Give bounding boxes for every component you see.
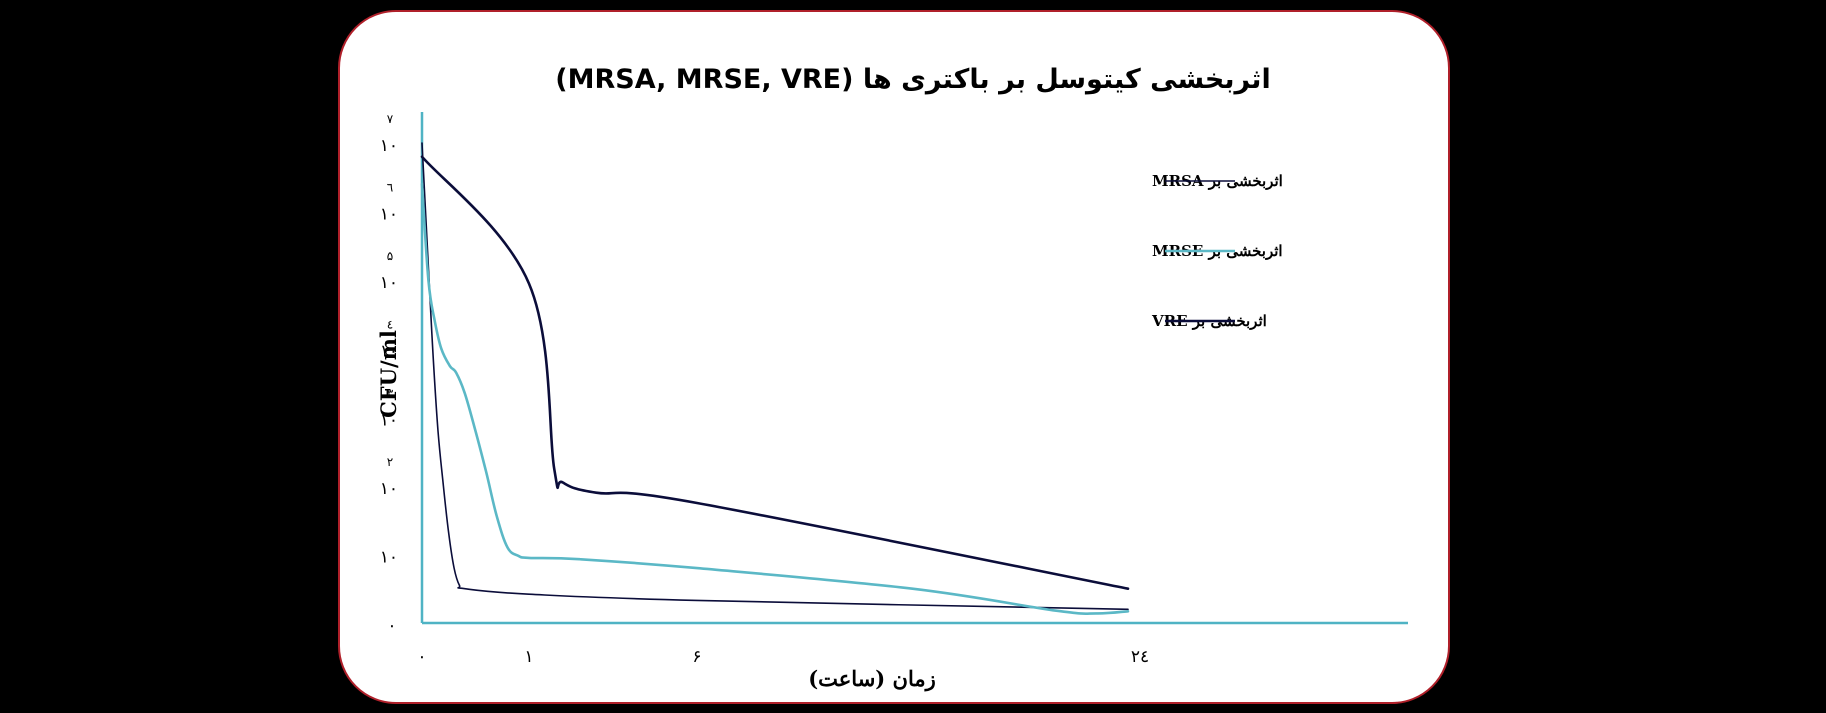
y-tick-exponent: ۵ (387, 249, 393, 263)
y-tick-exponent: ۷ (387, 112, 394, 126)
y-tick-label: ۱۰ (380, 205, 398, 225)
series-lines (420, 142, 1130, 615)
series-line-mrsa (421, 142, 1129, 611)
series-line-vre (420, 155, 1130, 590)
y-tick-label: ۱۰ (380, 479, 398, 499)
chart-card: اثربخشی کیتوسل بر باکتری ها (MRSA, MRSE,… (338, 10, 1450, 704)
y-tick-labels: ۰ ۱۰ ۱۰ ۲ ۱۰ ۳ ۱۰ ٤ ۱۰ ۵ ۱۰ ٦ ۱۰ ۷ (380, 112, 398, 636)
y-tick-label: ۱۰ (380, 136, 398, 156)
chart-title: اثربخشی کیتوسل بر باکتری ها (MRSA, MRSE,… (555, 64, 1270, 95)
x-tick-label: ۱ (524, 647, 533, 667)
y-tick-label: ۱۰ (380, 273, 398, 293)
y-tick-exponent: ۲ (387, 455, 393, 469)
y-tick-label: ۱۰ (380, 342, 398, 362)
y-tick-exponent: ۳ (387, 386, 394, 400)
x-tick-label: ۰ (417, 647, 426, 667)
series-line-mrse (420, 182, 1130, 615)
x-axis-label: زمان (ساعت) (808, 666, 936, 692)
y-axis-label: CFU/ml (376, 330, 401, 418)
y-tick-exponent: ٤ (387, 318, 393, 332)
y-tick-exponent: ٦ (387, 181, 393, 195)
y-tick-exponent: ۰ (387, 616, 396, 636)
chart-svg: اثربخشی کیتوسل بر باکتری ها (MRSA, MRSE,… (376, 64, 1408, 692)
x-tick-labels: ۰ ۱ ۶ ۲٤ (417, 647, 1149, 667)
x-tick-label: ۶ (692, 647, 701, 667)
x-tick-label: ۲٤ (1131, 647, 1149, 667)
y-tick-label: ۱۰ (380, 547, 398, 567)
y-tick-label: ۱۰ (380, 410, 398, 430)
